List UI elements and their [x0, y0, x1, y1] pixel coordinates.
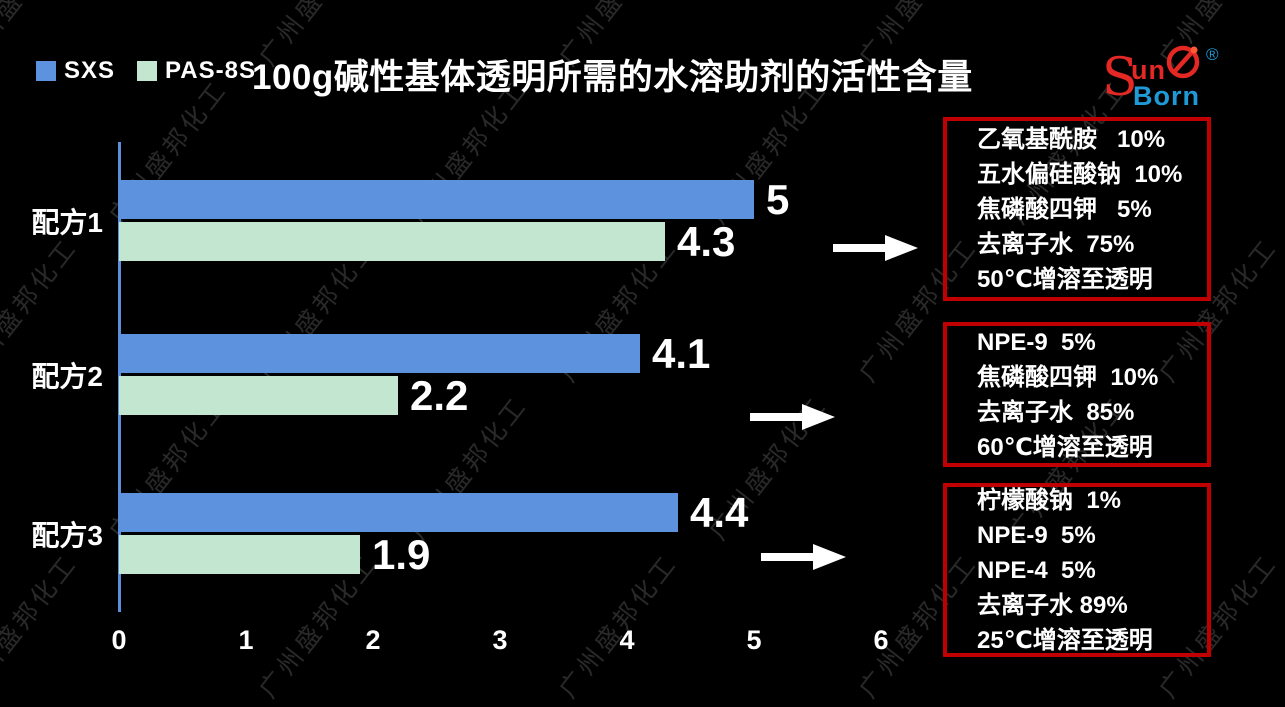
right-arrow-icon — [750, 404, 835, 430]
bar-value-label: 4.4 — [690, 488, 749, 536]
bar-value-label: 4.3 — [677, 217, 736, 265]
note-line: 60℃增溶至透明 — [977, 433, 1153, 461]
logo-text-born: Born — [1133, 81, 1200, 111]
note-line: NPE-4 5% — [977, 556, 1096, 584]
legend-swatch-sxs — [36, 61, 56, 81]
logo-text-sun: un — [1131, 55, 1166, 85]
formula-note-box-3: 柠檬酸钠 1% NPE-9 5% NPE-4 5% 去离子水 89% 25℃增溶至透明 — [943, 483, 1211, 657]
legend-label-pas8s: PAS-8S — [165, 57, 256, 84]
note-line: 去离子水 75% — [977, 230, 1135, 258]
bar-value-label: 2.2 — [410, 371, 469, 419]
sun-comet-icon — [1166, 45, 1200, 79]
bar-value-label: 1.9 — [372, 530, 431, 578]
formula-note-box-1: 乙氧基酰胺 10% 五水偏硅酸钠 10% 焦磷酸四钾 5% 去离子水 75% 50℃增溶… — [943, 117, 1211, 301]
note-line: 去离子水 89% — [977, 591, 1128, 619]
note-line: 柠檬酸钠 1% — [977, 486, 1122, 514]
note-line: 五水偏硅酸钠 10% — [977, 160, 1183, 188]
note-line: 去离子水 85% — [977, 398, 1135, 426]
note-line: NPE-9 5% — [977, 521, 1096, 549]
legend-swatch-pas8s — [137, 61, 158, 81]
sunborn-logo: S un ® Born — [1102, 42, 1237, 114]
chart-legend: SXS PAS-8S — [36, 57, 256, 85]
note-line: 乙氧基酰胺 10% — [977, 125, 1166, 153]
bar-value-label: 4.1 — [652, 329, 711, 377]
x-tick-label: 3 — [492, 625, 508, 655]
note-line: NPE-9 5% — [977, 328, 1096, 356]
x-tick-label: 0 — [111, 625, 127, 655]
bar-pas-8s-配方2 — [119, 376, 398, 415]
note-line: 25℃增溶至透明 — [977, 626, 1153, 654]
legend-item-sxs: SXS — [36, 57, 115, 85]
formula-note-box-2: NPE-9 5% 焦磷酸四钾 10% 去离子水 85% 60℃增溶至透明 — [943, 322, 1211, 467]
legend-label-sxs: SXS — [64, 57, 116, 84]
category-label: 配方3 — [31, 519, 103, 551]
bar-sxs-配方2 — [119, 334, 640, 373]
bar-pas-8s-配方1 — [119, 222, 665, 261]
right-arrow-icon — [761, 544, 846, 570]
note-line: 焦磷酸四钾 5% — [977, 195, 1152, 223]
x-tick-label: 6 — [873, 625, 889, 655]
category-label: 配方2 — [31, 360, 103, 392]
registered-trademark-icon: ® — [1206, 45, 1219, 64]
legend-item-pas8s: PAS-8S — [137, 57, 256, 85]
note-line: 50℃增溶至透明 — [977, 265, 1153, 293]
chart-title: 100g碱性基体透明所需的水溶助剂的活性含量 — [252, 58, 973, 97]
logo-letter-s: S — [1102, 48, 1138, 108]
bar-sxs-配方3 — [119, 493, 678, 532]
x-tick-label: 5 — [746, 625, 762, 655]
x-tick-label: 2 — [365, 625, 381, 655]
bar-sxs-配方1 — [119, 180, 754, 219]
category-label: 配方1 — [31, 206, 103, 238]
right-arrow-icon — [833, 235, 918, 261]
bar-value-label: 5 — [766, 175, 790, 223]
x-tick-label: 4 — [619, 625, 635, 655]
x-tick-label: 1 — [238, 625, 254, 655]
note-line: 焦磷酸四钾 10% — [977, 363, 1159, 391]
bar-pas-8s-配方3 — [119, 535, 360, 574]
